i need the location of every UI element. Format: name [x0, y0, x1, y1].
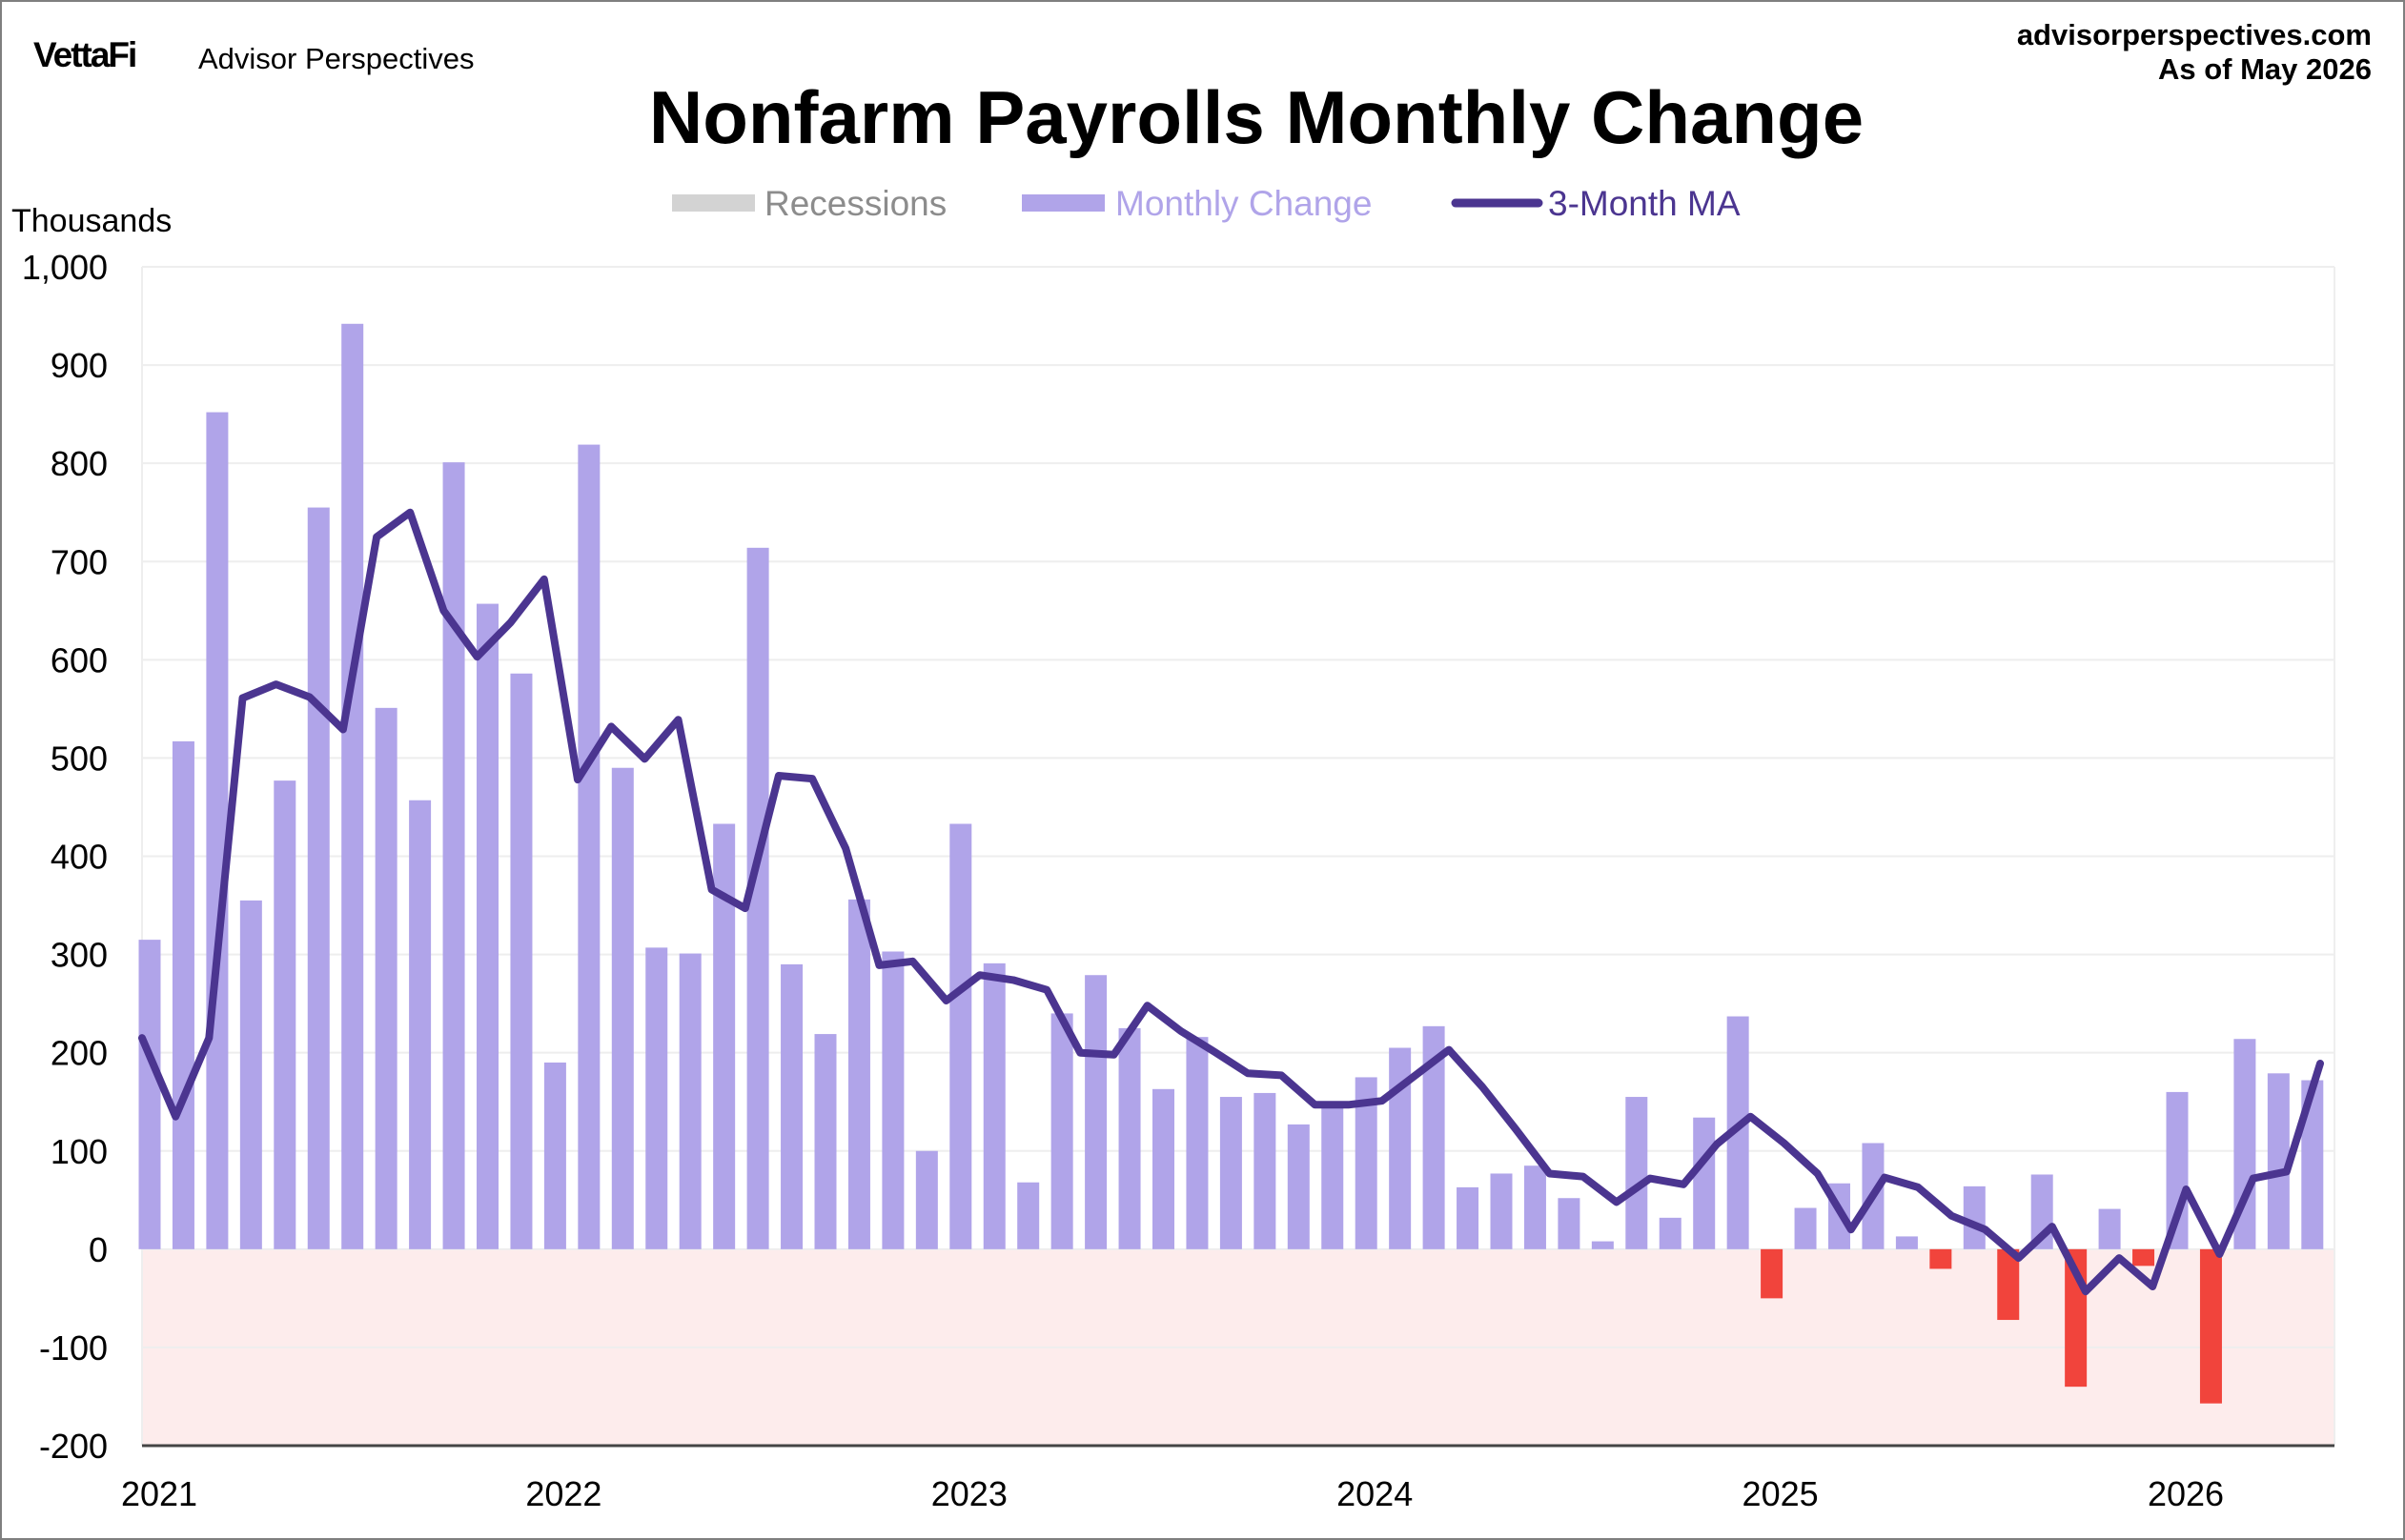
- brand-name: VettaFi: [33, 35, 135, 74]
- legend: Recessions Monthly Change 3-Month MA: [672, 184, 1741, 223]
- as-of-date: As of May 2026: [2158, 52, 2372, 86]
- brand-subtitle: Advisor Perspectives: [198, 42, 474, 75]
- monthly-change-bar: [409, 800, 432, 1249]
- monthly-change-bar: [307, 507, 330, 1249]
- monthly-change-bar: [1895, 1236, 1918, 1249]
- site-url: advisorperspectives.com: [2017, 18, 2372, 51]
- monthly-change-bar: [1523, 1165, 1546, 1249]
- monthly-change-bar: [578, 444, 601, 1249]
- monthly-change-bar: [2132, 1248, 2155, 1266]
- y-axis-label: Thousands: [11, 203, 172, 239]
- monthly-change-bar: [1355, 1077, 1377, 1249]
- monthly-change-bar: [1186, 1037, 1209, 1249]
- monthly-change-bar: [1558, 1198, 1580, 1249]
- monthly-change-bar: [1253, 1092, 1276, 1249]
- y-tick-label: -200: [39, 1427, 108, 1466]
- y-tick-label: 100: [51, 1132, 108, 1171]
- monthly-change-bar: [477, 603, 499, 1249]
- chart-title: Nonfarm Payrolls Monthly Change: [649, 75, 1864, 159]
- legend-swatch-recessions: [672, 194, 755, 212]
- monthly-change-bar: [1457, 1186, 1479, 1249]
- monthly-change-bar: [172, 740, 194, 1249]
- monthly-change-bar: [206, 412, 229, 1249]
- x-tick-label: 2026: [2148, 1474, 2224, 1513]
- monthly-change-bar: [1997, 1248, 2020, 1321]
- monthly-change-bar: [375, 707, 397, 1249]
- monthly-change-bar: [1321, 1102, 1344, 1249]
- monthly-change-bar: [1963, 1185, 1986, 1249]
- three-month-ma-line: [138, 508, 2324, 1296]
- monthly-change-bar: [341, 323, 364, 1249]
- legend-label-3-month-ma: 3-Month MA: [1548, 184, 1741, 223]
- x-tick-label: 2025: [1743, 1474, 1819, 1513]
- monthly-change-bar: [713, 823, 736, 1249]
- x-tick-label: 2024: [1336, 1474, 1413, 1513]
- monthly-change-bar: [1625, 1097, 1648, 1249]
- monthly-change-bar: [138, 940, 161, 1249]
- y-tick-label: -100: [39, 1328, 108, 1368]
- monthly-change-bar: [949, 823, 972, 1249]
- monthly-change-bar: [1693, 1117, 1716, 1249]
- brand-logo: VettaFi Advisor Perspectives: [33, 35, 474, 75]
- y-tick-label: 1,000: [22, 248, 108, 287]
- monthly-change-bar: [746, 547, 769, 1249]
- monthly-change-bar: [1050, 1013, 1073, 1249]
- monthly-change-bar: [1761, 1248, 1783, 1299]
- monthly-change-bar: [1794, 1207, 1817, 1249]
- y-tick-label: 800: [51, 444, 108, 483]
- monthly-change-bar: [1659, 1217, 1681, 1249]
- y-tick-label: 300: [51, 936, 108, 975]
- monthly-change-bar: [611, 767, 634, 1249]
- monthly-change-bar: [442, 462, 465, 1249]
- y-tick-label: 400: [51, 838, 108, 877]
- legend-label-recessions: Recessions: [764, 184, 947, 223]
- monthly-change-bar: [1219, 1097, 1242, 1249]
- monthly-change-bar: [781, 963, 804, 1249]
- x-axis: 2021 2022 2023 2024 2025 2026: [121, 1444, 2334, 1513]
- monthly-change-bars: [138, 323, 2324, 1404]
- monthly-change-bar: [1152, 1088, 1174, 1249]
- monthly-change-bar: [1017, 1182, 1040, 1249]
- monthly-change-bar: [1490, 1173, 1513, 1249]
- monthly-change-bar: [2301, 1080, 2324, 1249]
- monthly-change-bar: [1422, 1025, 1445, 1249]
- monthly-change-bar: [274, 780, 296, 1249]
- monthly-change-bar: [2233, 1039, 2256, 1249]
- monthly-change-bar: [2199, 1248, 2222, 1404]
- monthly-change-bar: [1389, 1047, 1412, 1249]
- monthly-change-bar: [1287, 1124, 1310, 1249]
- y-tick-label: 200: [51, 1034, 108, 1073]
- legend-label-monthly-change: Monthly Change: [1115, 184, 1372, 223]
- x-tick-label: 2021: [121, 1474, 197, 1513]
- monthly-change-bar: [2098, 1208, 2121, 1249]
- monthly-change-bar: [645, 947, 668, 1249]
- monthly-change-bar: [543, 1062, 566, 1249]
- monthly-change-bar: [847, 899, 870, 1249]
- monthly-change-bar: [814, 1034, 837, 1249]
- monthly-change-bar: [1726, 1016, 1749, 1249]
- monthly-change-bar: [915, 1150, 938, 1249]
- monthly-change-bar: [1591, 1241, 1614, 1249]
- monthly-change-bar: [1929, 1248, 1952, 1269]
- x-tick-label: 2022: [525, 1474, 601, 1513]
- monthly-change-bar: [1118, 1027, 1141, 1249]
- monthly-change-bar: [239, 900, 262, 1249]
- y-tick-label: 600: [51, 640, 108, 679]
- legend-swatch-monthly-change: [1022, 194, 1105, 212]
- y-tick-label: 0: [89, 1230, 108, 1269]
- monthly-change-bar: [1085, 975, 1108, 1249]
- y-tick-label: 500: [51, 739, 108, 778]
- monthly-change-bar: [2267, 1073, 2290, 1249]
- y-tick-label: 900: [51, 346, 108, 385]
- x-tick-label: 2023: [931, 1474, 1008, 1513]
- monthly-change-bar: [983, 962, 1006, 1249]
- monthly-change-bar: [882, 951, 905, 1249]
- three-month-ma-path: [138, 508, 2324, 1296]
- y-axis-ticks: 1,000 900 800 700 600 500 400 300 200 100 0 -100 -20…: [22, 248, 108, 1466]
- y-tick-label: 700: [51, 542, 108, 581]
- monthly-change-bar: [510, 673, 533, 1249]
- monthly-change-bar: [679, 953, 702, 1249]
